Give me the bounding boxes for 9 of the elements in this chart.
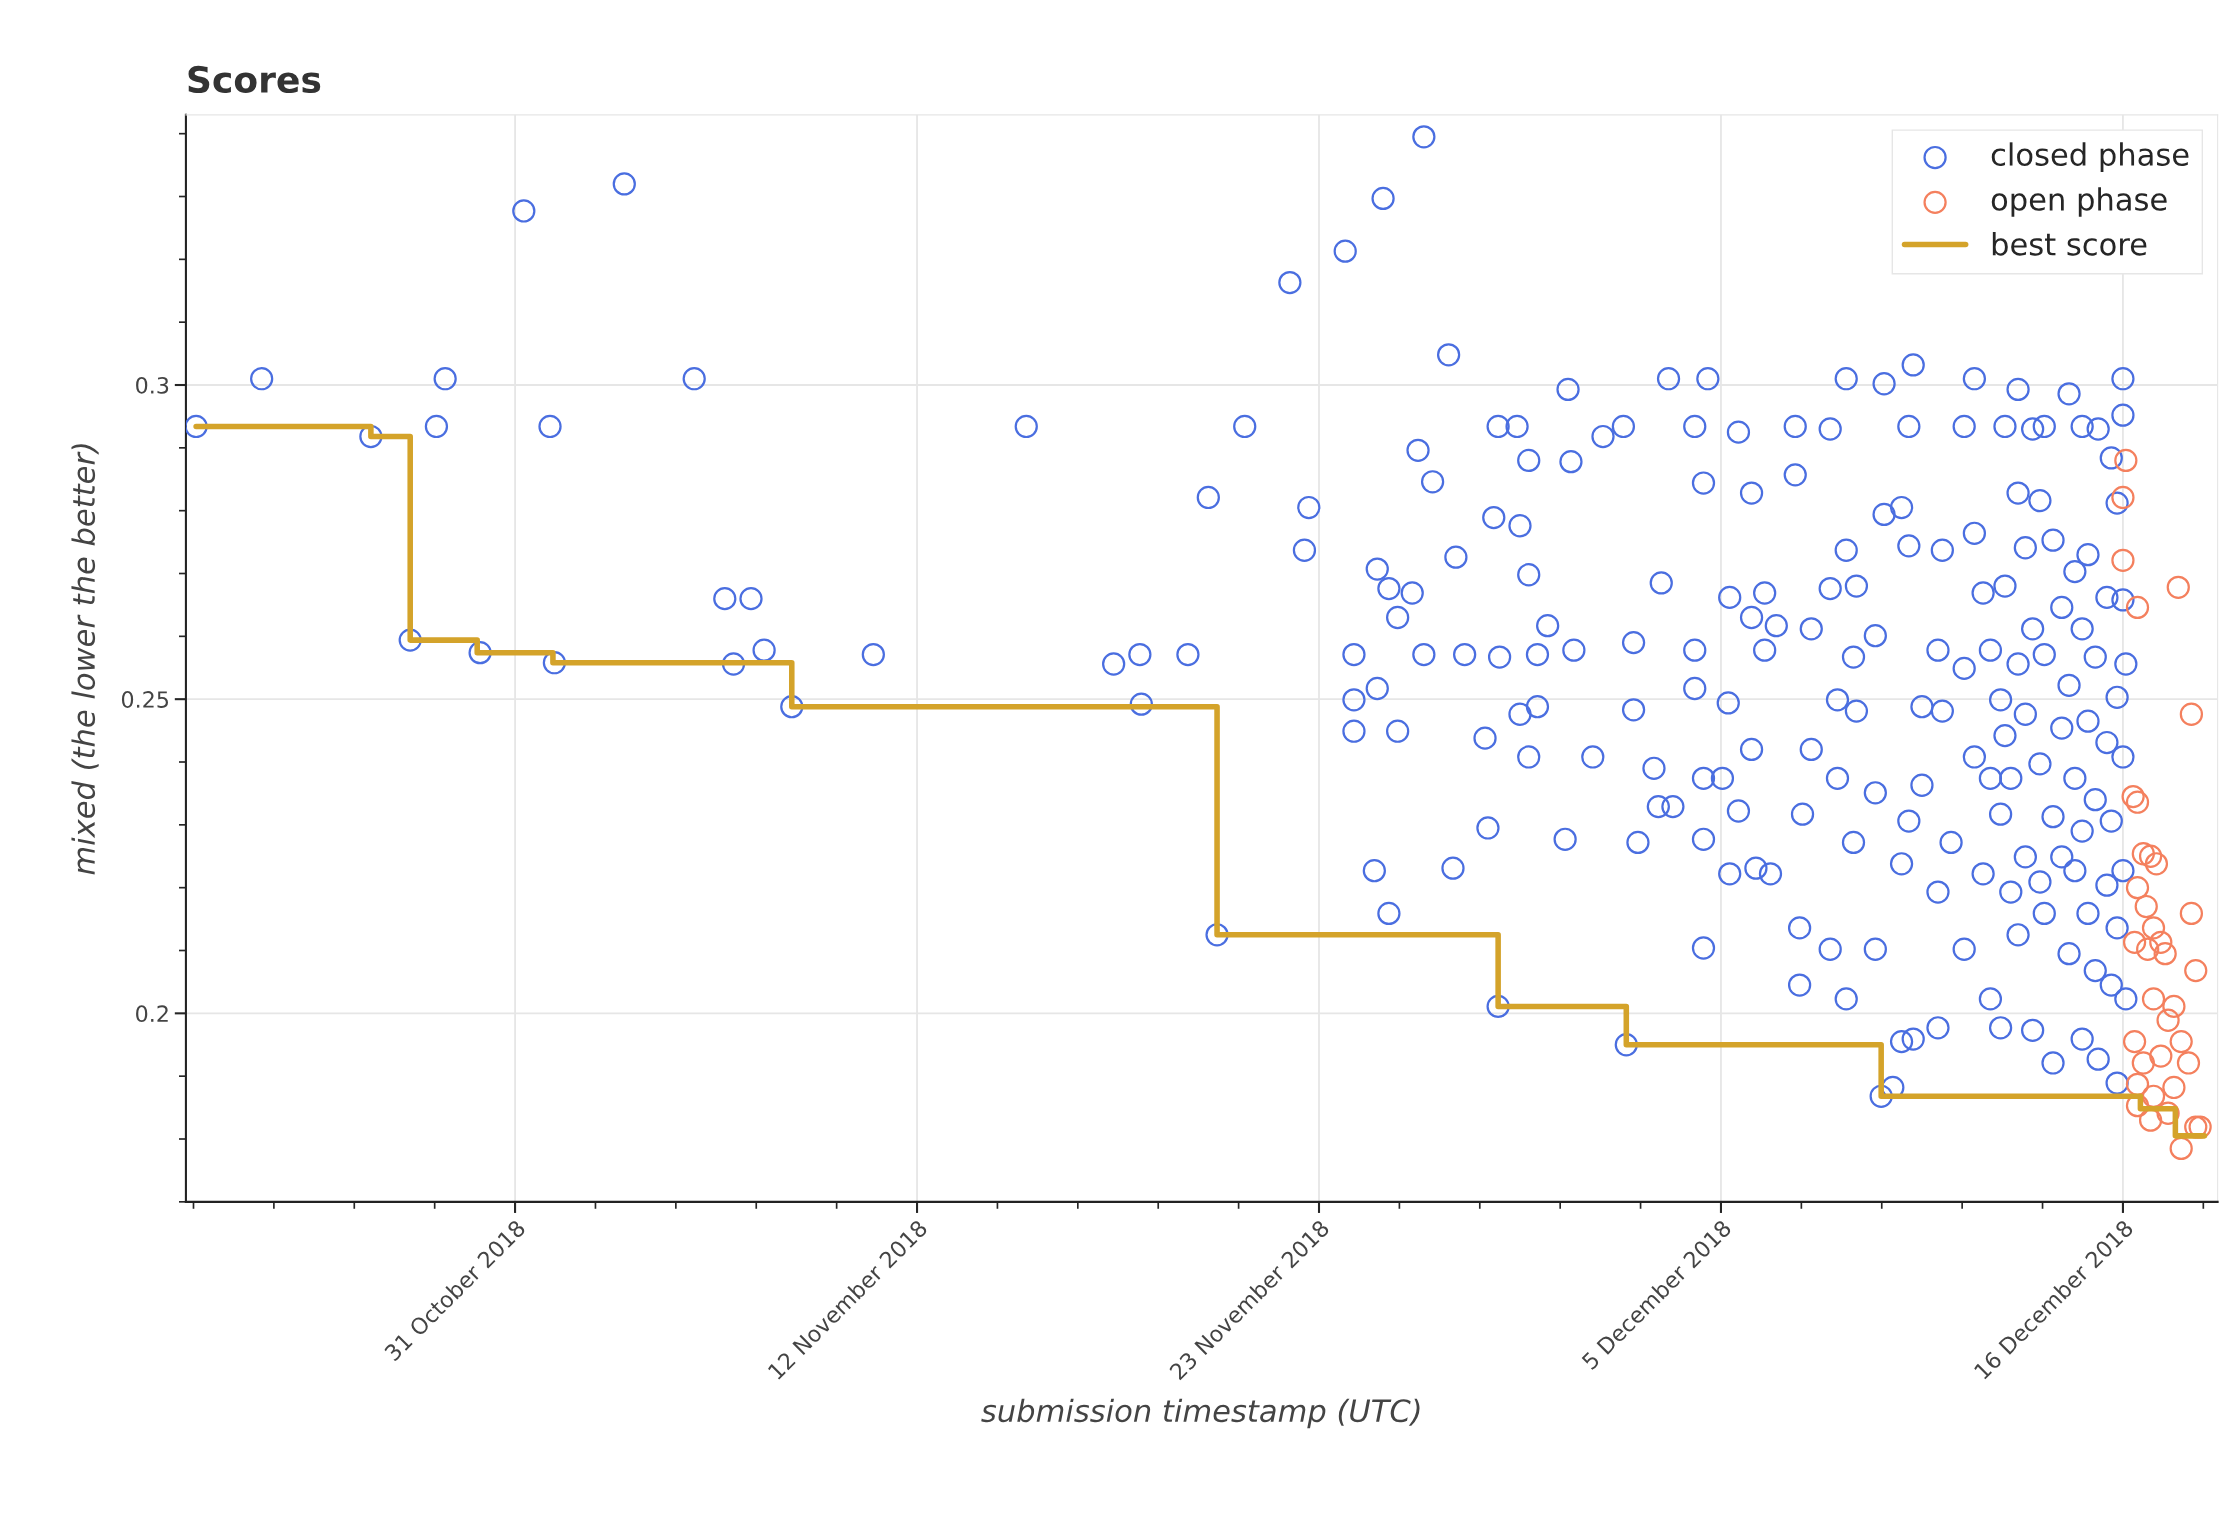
y-tick-label: 0.2: [136, 1005, 168, 1023]
legend-label: best score: [1992, 232, 2147, 256]
legend-label: open phase: [1991, 187, 2167, 217]
x-axis-title: submission timestamp (UTC): [981, 1398, 1420, 1429]
y-axis-title: mixed (the lower the better): [71, 444, 99, 875]
y-tick-label: 0.3: [136, 376, 169, 394]
chart-title: Scores: [188, 65, 321, 94]
y-tick-label: 0.25: [121, 691, 169, 708]
legend-label: closed phase: [1991, 142, 2189, 172]
